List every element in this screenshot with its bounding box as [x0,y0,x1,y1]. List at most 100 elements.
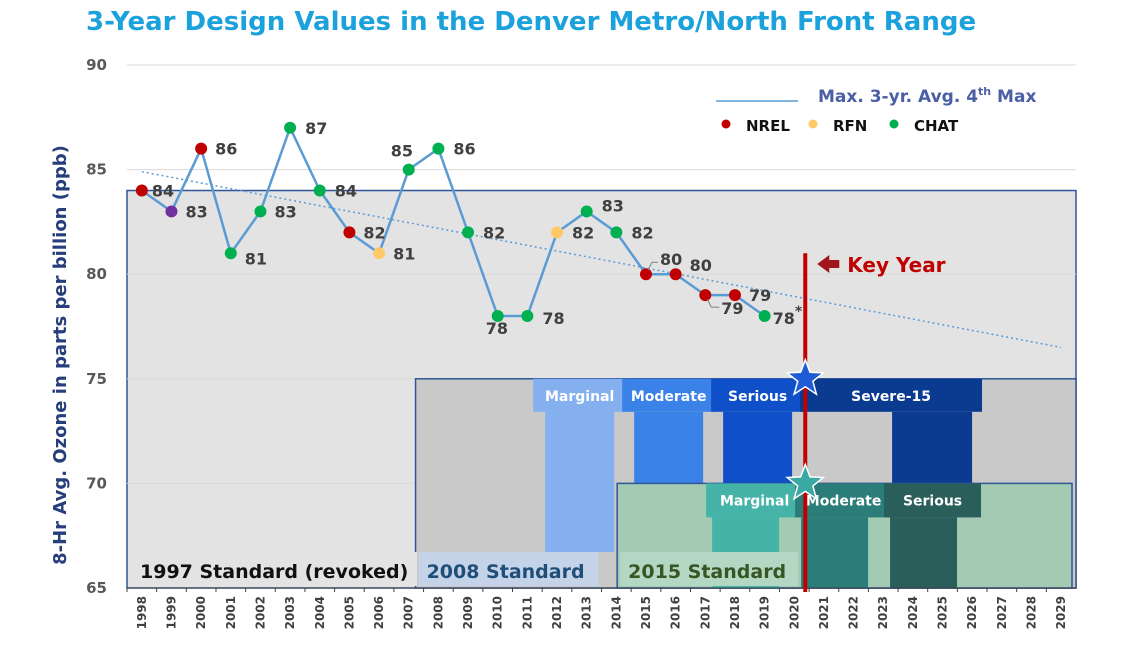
x-tick-label-2027: 2027 [995,596,1009,629]
data-labels-layer: 84 83 86 81 83 87 84 82 81 85 86 82 78 78 82 83 82 80 80 79… [152,119,803,338]
legend-label-rfn: RFN [833,117,867,135]
standard-regions: Marginal Moderate Serious Severe-15 Marginal… [132,378,1077,589]
x-tick-label-2024: 2024 [906,596,920,629]
leader-line-2015 [647,261,658,271]
x-tick-label-2019: 2019 [758,596,772,629]
class-2008-column-serious [723,411,793,484]
x-tick-label-2028: 2028 [1025,596,1039,629]
class-2015-header-serious [884,483,982,518]
class-2008-label-severe-15: Severe-15 [851,389,931,405]
data-point-2002 [254,205,267,218]
x-tick-label-1998: 1998 [135,596,149,629]
data-label-2011: 78 [542,309,564,328]
data-label-2013: 83 [602,196,624,215]
x-tick-label-2008: 2008 [431,596,445,629]
class-2008-column-severe-15 [892,411,973,484]
class-2015-column-serious [890,517,958,588]
x-tick-label-2011: 2011 [520,596,534,629]
standard-label-2: 2015 Standard [628,561,786,583]
x-tick-label-2003: 2003 [283,596,297,629]
data-point-1999 [165,205,178,218]
x-tick-label-2016: 2016 [669,596,683,629]
x-tick-label-2025: 2025 [936,596,950,629]
data-point-2014 [610,226,623,239]
x-tick-label-2001: 2001 [224,596,238,629]
data-point-2018 [728,289,741,302]
data-label-1998: 84 [152,182,174,201]
key-year-layer: Key Year [785,253,946,592]
data-point-2009 [462,226,475,239]
x-tick-label-2018: 2018 [728,596,742,629]
class-2008-header-moderate [622,378,716,412]
x-tick-label-2023: 2023 [876,596,890,629]
star-2008-standard [785,357,826,396]
data-point-2012 [551,226,564,239]
class-2015-label-serious: Serious [903,493,962,509]
star-2015-standard [785,462,826,501]
legend-title: Max. 3-yr. Avg. 4th Max [818,85,1036,107]
x-tick-label-2014: 2014 [609,596,623,629]
class-2008-header-serious [711,378,805,412]
class-2008-column-moderate [634,411,704,484]
class-2015-header-marginal [706,483,804,518]
key-year-arrow [817,255,840,273]
data-point-2005 [343,226,356,239]
data-point-2011 [521,310,534,323]
legend-label-nrel: NREL [746,117,790,135]
trendline [141,170,1062,349]
class-2015-label-marginal: Marginal [720,493,789,509]
standard-label-box-0 [132,552,417,586]
class-2015-column-moderate [801,517,869,588]
data-point-2001 [224,247,237,260]
x-tick-label-2022: 2022 [847,596,861,629]
data-point-1998 [135,184,148,197]
data-point-2004 [313,184,326,197]
data-points-layer [135,121,771,323]
y-tick-label-80: 80 [86,265,107,283]
chart-title: 3-Year Design Values in the Denver Metro… [86,7,976,37]
data-label-2003: 87 [305,119,327,138]
standard-label-1: 2008 Standard [427,561,585,583]
data-point-2008 [432,142,445,155]
x-tick-label-2010: 2010 [491,596,505,629]
x-tick-label-2007: 2007 [402,596,416,629]
x-tick-label-2004: 2004 [313,596,327,629]
class-2008-header-marginal [533,378,627,412]
data-point-2017 [699,289,712,302]
class-2008-label-moderate: Moderate [631,389,707,405]
x-tick-label-2021: 2021 [817,596,831,629]
key-year-label: Key Year [847,253,945,277]
leader-line-2017 [706,298,720,308]
y-axis-label: 8-Hr Avg. Ozone in parts per billion (pp… [50,145,71,565]
class-2008-column-marginal [545,411,615,552]
y-tick-label-90: 90 [86,56,107,74]
data-point-2000 [195,142,208,155]
data-point-2013 [580,205,593,218]
data-label-2005: 82 [363,223,385,242]
x-tick-label-2020: 2020 [787,596,801,629]
legend-title-superscript: th [978,85,991,98]
data-label-2007: 85 [391,142,413,161]
data-label-2014: 82 [631,223,653,242]
data-label-asterisk: * [795,304,803,320]
data-point-2015 [639,268,652,281]
class-2008-label-marginal: Marginal [545,389,614,405]
x-tick-label-2029: 2029 [1054,596,1068,629]
legend: Max. 3-yr. Avg. 4th Max NREL RFN CHAT [716,85,1036,135]
standard-label-box-1 [418,552,599,586]
data-label-2001: 81 [245,249,267,268]
x-tick-label-1999: 1999 [164,596,178,629]
data-point-2007 [402,163,415,176]
legend-marker-rfn [808,119,818,129]
x-tick-label-2017: 2017 [698,596,712,629]
data-label-2012: 82 [572,223,594,242]
standard-label-box-2 [620,552,799,586]
x-tick-label-2013: 2013 [580,596,594,629]
data-point-2006 [373,247,386,260]
axes-layer: 90 85 80 75 70 65 1998 1999 2000 2001 2002 2003 2004… [86,56,1076,629]
data-point-2010 [491,310,504,323]
data-label-2002: 83 [274,202,296,221]
data-label-2017: 79 [721,299,743,318]
y-tick-label-65: 65 [86,579,107,597]
